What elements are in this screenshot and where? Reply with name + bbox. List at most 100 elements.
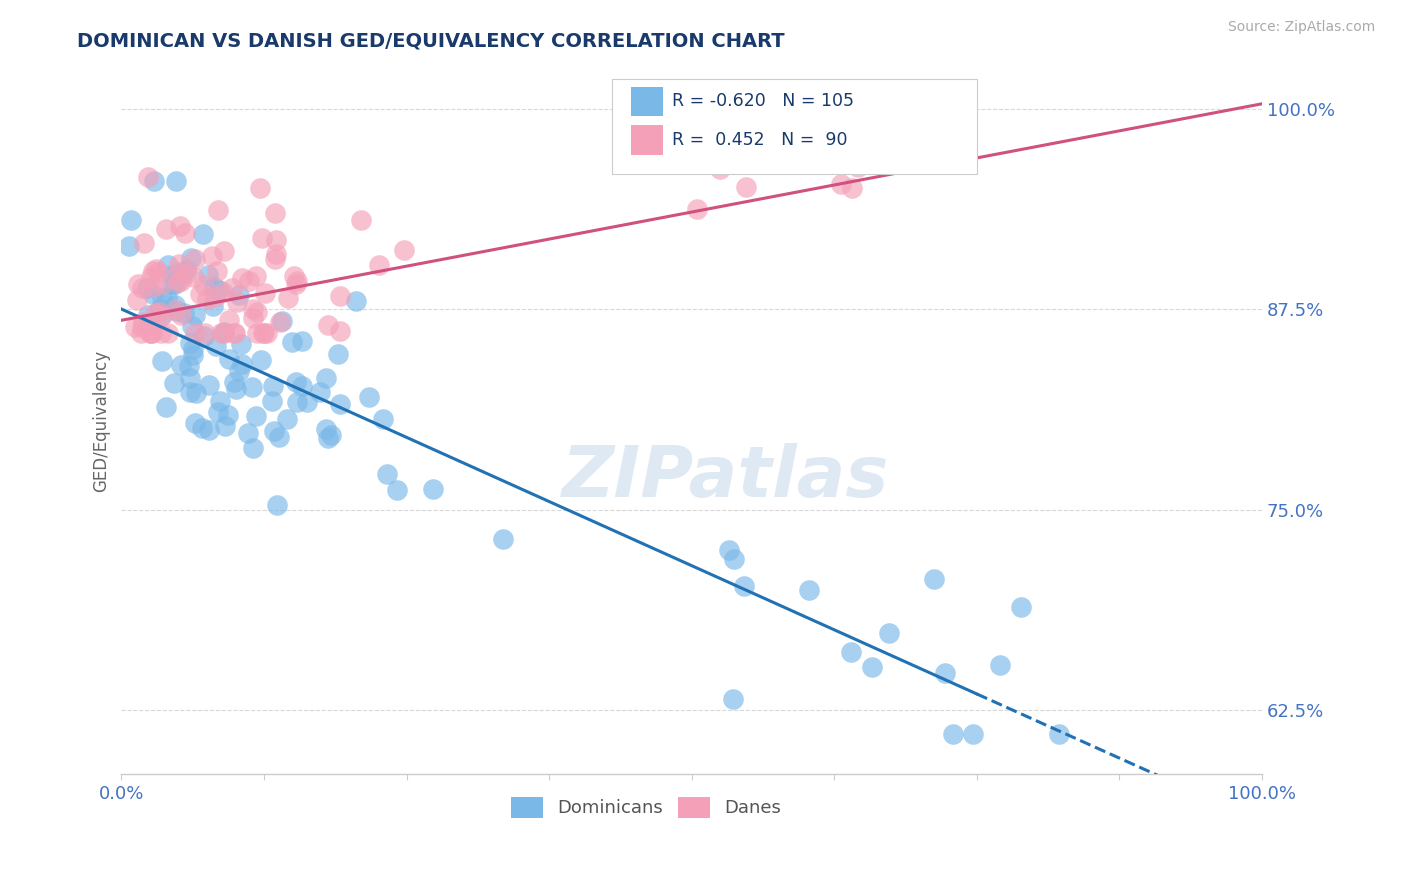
Point [271,314,294,328]
Point [142,174,165,188]
Point [150,353,173,368]
Point [132,315,155,329]
Y-axis label: GED/Equivalency: GED/Equivalency [93,351,110,492]
Point [209,326,232,340]
Point [252,326,274,340]
Text: DOMINICAN VS DANISH GED/EQUIVALENCY CORRELATION CHART: DOMINICAN VS DANISH GED/EQUIVALENCY CORR… [77,31,785,50]
Point [231,270,253,285]
Point [285,376,308,390]
Point [326,347,349,361]
Point [207,264,229,278]
Point [201,299,224,313]
Point [357,390,380,404]
Point [145,262,167,277]
Point [179,335,201,350]
Point [173,306,195,320]
Point [367,258,389,272]
Point [142,264,165,278]
Point [246,305,269,319]
Point [195,292,218,306]
Point [134,236,156,251]
Point [142,280,165,294]
Point [166,304,188,318]
Point [214,418,236,433]
Point [283,268,305,283]
Point [150,277,173,291]
Point [166,174,188,188]
Point [139,326,162,340]
Point [190,287,212,301]
Point [266,498,288,512]
Point [135,281,157,295]
Point [139,270,162,285]
Point [180,252,202,266]
Point [149,301,172,316]
Point [262,394,284,409]
Legend: Dominicans, Danes: Dominicans, Danes [503,789,789,825]
Point [163,277,186,291]
Point [242,441,264,455]
Point [136,308,159,322]
FancyBboxPatch shape [631,125,664,155]
Point [166,265,188,279]
Point [181,342,204,356]
Point [264,206,287,220]
Point [197,268,219,283]
Point [217,409,239,423]
Point [264,252,287,266]
Point [127,293,149,307]
Point [198,423,221,437]
Point [201,249,224,263]
FancyBboxPatch shape [631,87,664,116]
Point [329,324,352,338]
Point [841,181,863,195]
Point [723,552,745,566]
Point [170,266,193,280]
Point [179,385,201,400]
Point [308,384,330,399]
Point [148,305,170,319]
Point [315,421,337,435]
Point [186,385,208,400]
Point [218,351,240,366]
Point [228,288,250,302]
Point [988,658,1011,673]
Point [285,394,308,409]
Point [319,427,342,442]
Point [229,337,252,351]
Point [194,326,217,340]
Point [280,334,302,349]
Point [202,280,225,294]
Point [242,301,264,316]
Point [242,310,264,325]
Point [253,326,276,340]
Point [184,417,207,431]
Point [207,203,229,218]
Point [184,326,207,340]
Point [922,572,945,586]
Point [156,258,179,272]
Point [165,298,187,312]
Point [297,395,319,409]
Point [163,376,186,390]
Point [149,326,172,340]
Point [127,277,149,292]
Point [214,325,236,339]
Point [167,275,190,289]
Point [253,285,276,300]
Point [735,180,758,194]
Point [246,326,269,340]
Point [492,532,515,546]
Point [291,334,314,348]
Point [346,294,368,309]
Point [120,213,142,227]
Point [152,307,174,321]
Point [170,358,193,372]
Point [329,397,352,411]
Point [174,227,197,241]
Point [156,326,179,340]
Point [733,579,755,593]
Point [264,233,287,247]
Point [263,378,285,392]
Point [183,347,205,361]
